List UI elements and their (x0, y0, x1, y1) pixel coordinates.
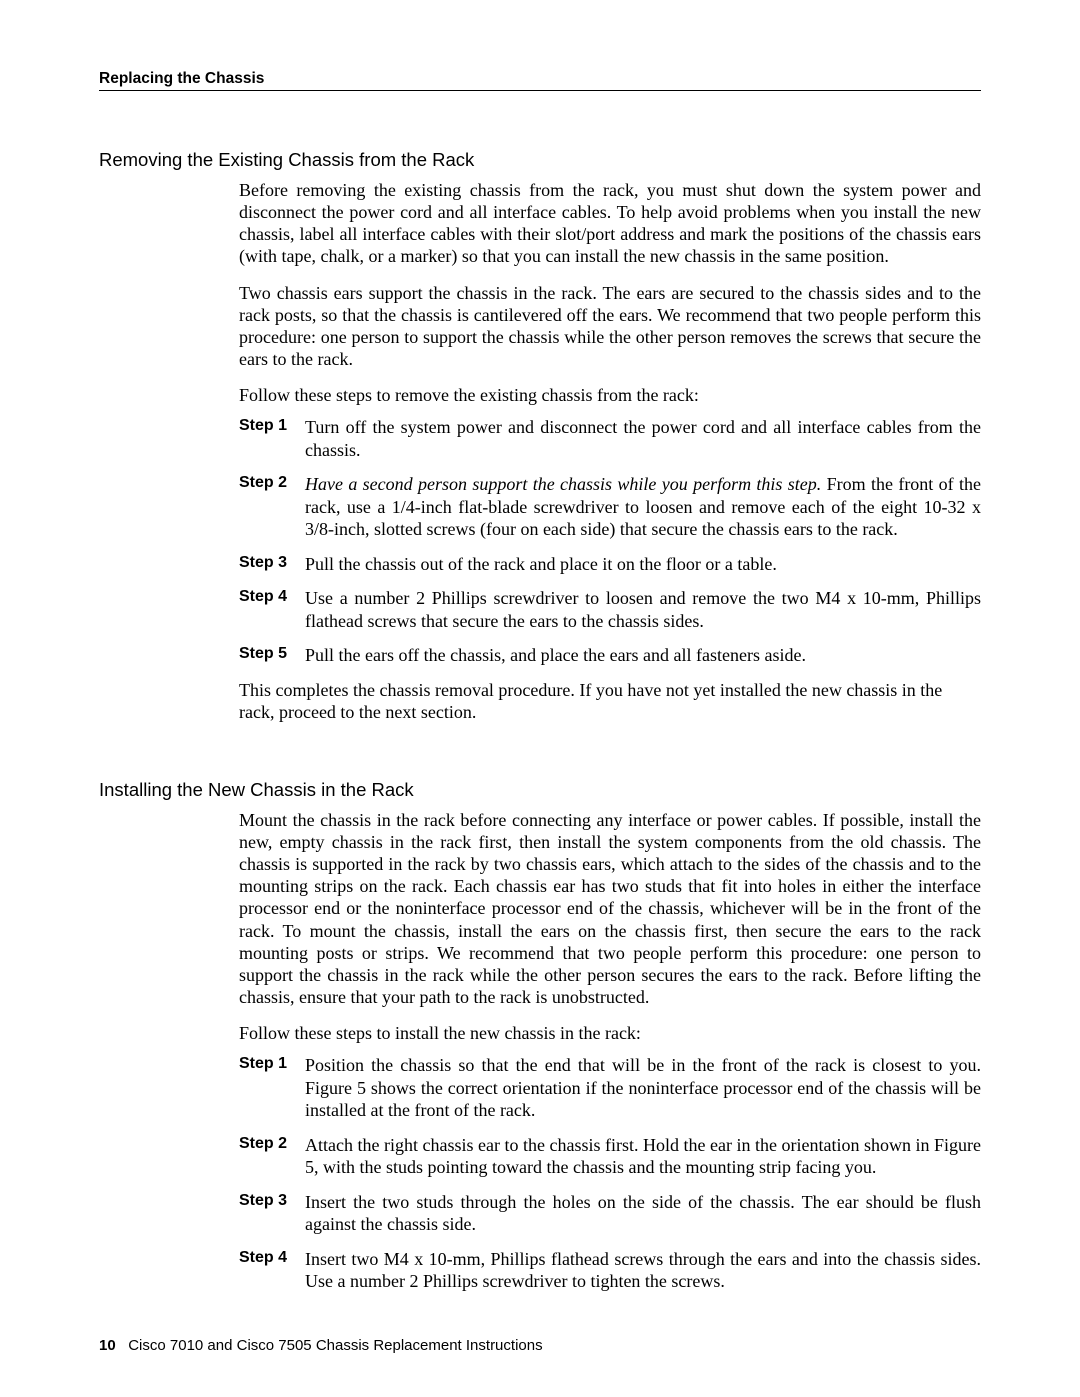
step-text: Position the chassis so that the end tha… (305, 1054, 981, 1122)
section1-lead: Follow these steps to remove the existin… (239, 384, 981, 406)
step-text: Pull the chassis out of the rack and pla… (305, 553, 981, 576)
footer-doc-title: Cisco 7010 and Cisco 7505 Chassis Replac… (128, 1337, 542, 1354)
step-label: Step 3 (239, 553, 305, 576)
step-row: Step 4 Use a number 2 Phillips screwdriv… (239, 587, 981, 632)
step-italic-lead: Have a second person support the chassis… (305, 474, 821, 494)
step-text: Insert two M4 x 10-mm, Phillips flathead… (305, 1248, 981, 1293)
page: Replacing the Chassis Removing the Exist… (0, 0, 1080, 1397)
step-text: Turn off the system power and disconnect… (305, 416, 981, 461)
page-footer: 10 Cisco 7010 and Cisco 7505 Chassis Rep… (99, 1337, 543, 1354)
step-row: Step 1 Turn off the system power and dis… (239, 416, 981, 461)
section2-title: Installing the New Chassis in the Rack (99, 779, 981, 801)
step-row: Step 2 Have a second person support the … (239, 473, 981, 541)
step-label: Step 1 (239, 1054, 305, 1122)
page-number: 10 (99, 1337, 116, 1354)
step-label: Step 4 (239, 1248, 305, 1293)
section2-para1: Mount the chassis in the rack before con… (239, 809, 981, 1008)
step-label: Step 3 (239, 1191, 305, 1236)
step-row: Step 5 Pull the ears off the chassis, an… (239, 644, 981, 667)
section1-title: Removing the Existing Chassis from the R… (99, 149, 981, 171)
step-row: Step 4 Insert two M4 x 10-mm, Phillips f… (239, 1248, 981, 1293)
section1-steps: Step 1 Turn off the system power and dis… (239, 416, 981, 667)
running-header: Replacing the Chassis (99, 70, 981, 88)
step-row: Step 1 Position the chassis so that the … (239, 1054, 981, 1122)
step-text: Insert the two studs through the holes o… (305, 1191, 981, 1236)
section1-closing: This completes the chassis removal proce… (239, 679, 981, 723)
section2-steps: Step 1 Position the chassis so that the … (239, 1054, 981, 1293)
step-row: Step 3 Insert the two studs through the … (239, 1191, 981, 1236)
step-text: Have a second person support the chassis… (305, 473, 981, 541)
step-row: Step 2 Attach the right chassis ear to t… (239, 1134, 981, 1179)
section1-para1: Before removing the existing chassis fro… (239, 179, 981, 268)
section1-para2: Two chassis ears support the chassis in … (239, 282, 981, 371)
step-text: Use a number 2 Phillips screwdriver to l… (305, 587, 981, 632)
step-label: Step 4 (239, 587, 305, 632)
section2-lead: Follow these steps to install the new ch… (239, 1022, 981, 1044)
step-row: Step 3 Pull the chassis out of the rack … (239, 553, 981, 576)
header-rule (99, 90, 981, 91)
step-label: Step 2 (239, 473, 305, 541)
step-label: Step 5 (239, 644, 305, 667)
step-text: Pull the ears off the chassis, and place… (305, 644, 981, 667)
step-label: Step 2 (239, 1134, 305, 1179)
step-text: Attach the right chassis ear to the chas… (305, 1134, 981, 1179)
step-label: Step 1 (239, 416, 305, 461)
